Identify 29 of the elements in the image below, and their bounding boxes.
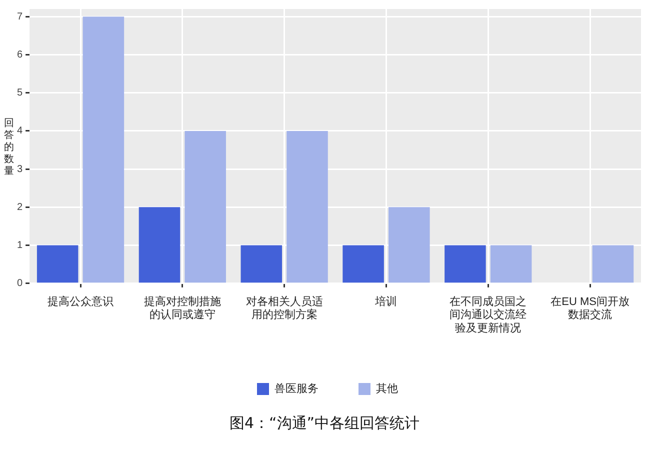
bar [592,245,634,283]
y-tick-label: 4 [17,126,23,137]
text: 图4：“沟通”中各组回答统计 [228,414,421,433]
x-tick-label: 提高对控制措施的认同或遵守 [144,295,221,322]
x-tick-label: 培训 [374,295,398,308]
x-tick-label: 在EU MS间开放数据交流 [550,296,630,322]
x-tick-label: 提高公众意识 [48,295,114,308]
y-tick-label: 3 [17,164,23,175]
bar [444,245,486,283]
legend-label: 兽医服务 [274,383,318,396]
bar [82,16,124,283]
x-tick-label: 在不同成员国之间沟通以交流经验及更新情况 [450,295,527,334]
y-tick-label: 7 [17,11,23,22]
bar [240,245,282,283]
y-tick-label: 2 [17,202,23,213]
y-tick-label: 5 [17,88,23,99]
bar [490,245,532,283]
y-tick-label: 0 [17,278,23,290]
y-tick-label: 6 [17,49,23,60]
bar [36,245,78,283]
bar [342,245,384,283]
y-axis-title: 回答的数量 [3,118,15,178]
bar [138,207,180,283]
legend-label: 其他 [376,382,398,396]
bar [388,207,430,283]
y-tick-label: 1 [17,240,23,252]
x-tick-label: 对各相关人员适用的控制方案 [246,295,323,322]
bar [286,130,328,283]
bar [184,130,226,283]
